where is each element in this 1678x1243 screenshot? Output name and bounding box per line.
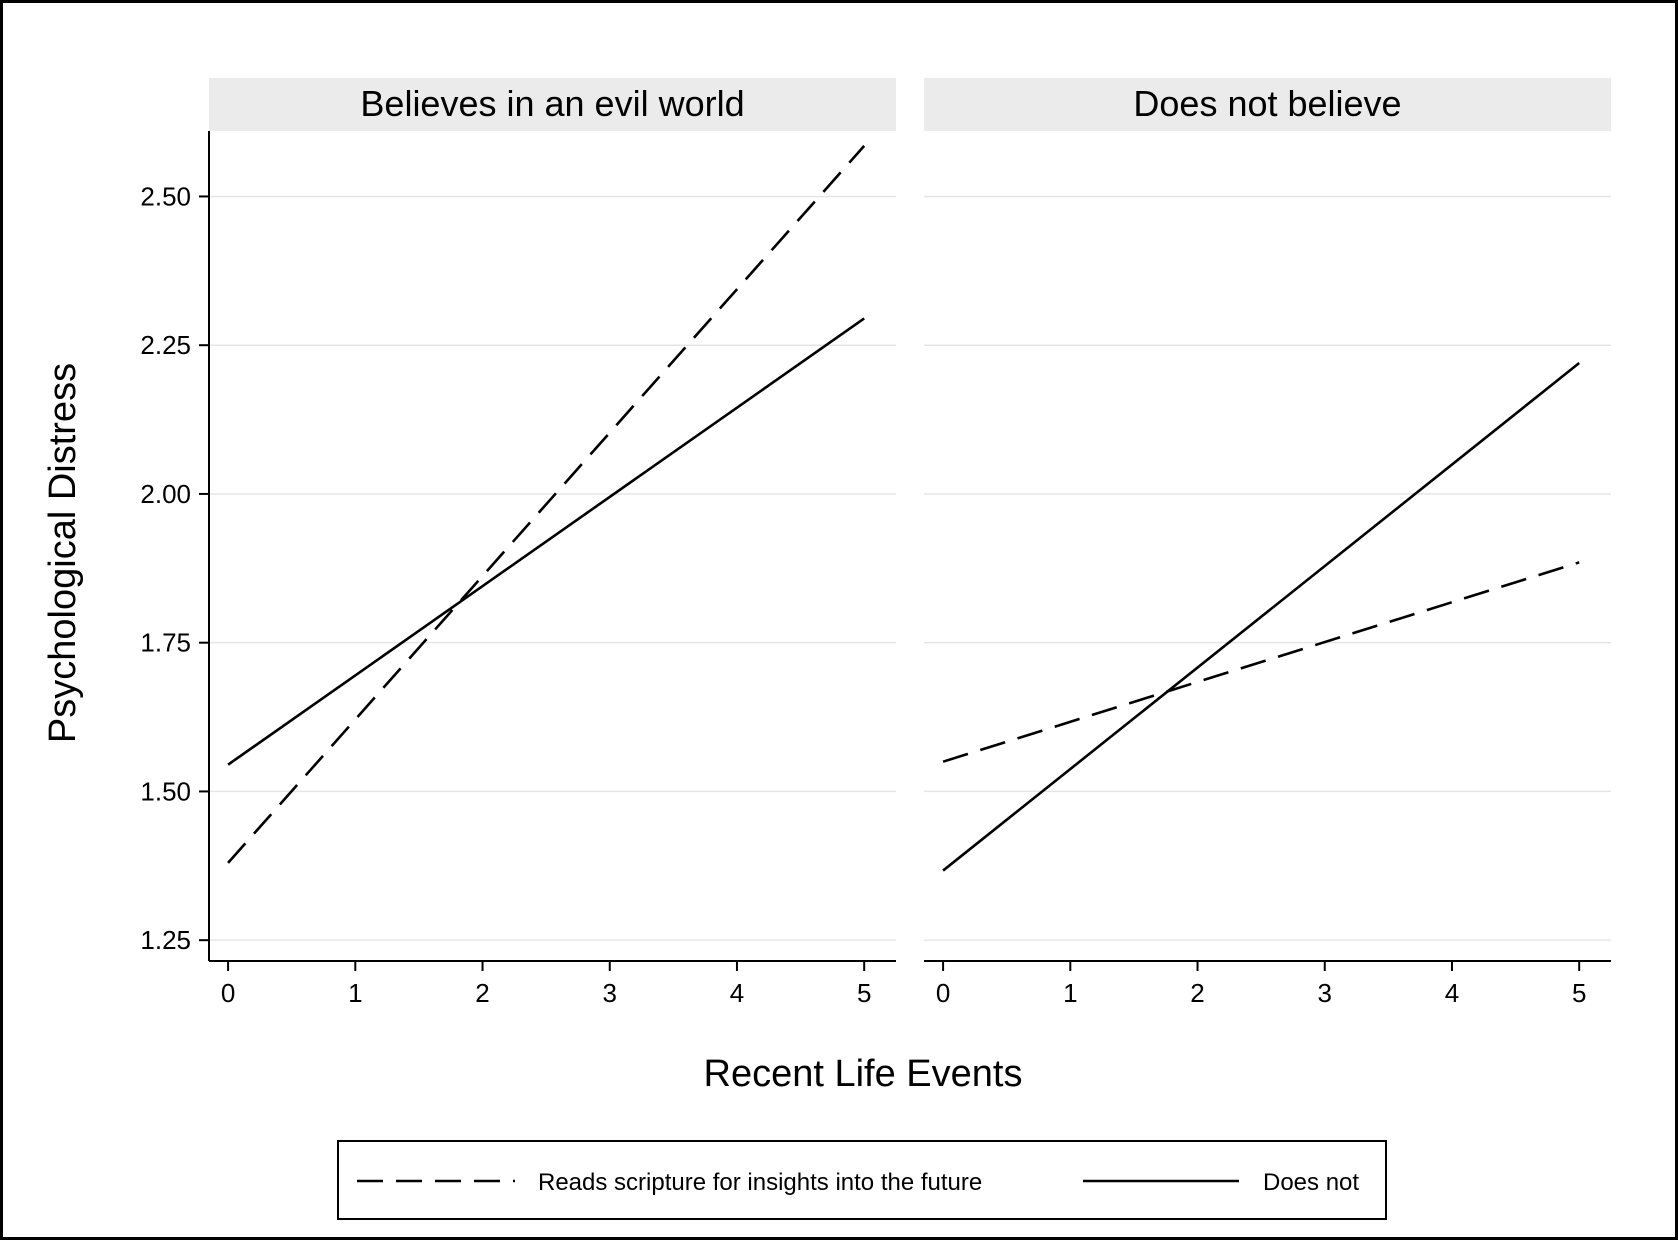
y-tick-label: 1.50 xyxy=(140,776,191,806)
x-axis-label: Recent Life Events xyxy=(704,1053,1023,1095)
x-tick-label: 1 xyxy=(1063,978,1077,1008)
series-line-does-not xyxy=(227,317,865,766)
panel-1: Believes in an evil world 0 1 2 3 4 5 1.25 1.50 1… xyxy=(140,78,896,1008)
x-tick-label: 5 xyxy=(857,978,871,1008)
panel-2: Does not believe 0 1 2 3 4 5 xyxy=(924,78,1611,1008)
x-tick-label: 2 xyxy=(475,978,489,1008)
legend: Reads scripture for insights into the fu… xyxy=(337,1140,1387,1220)
x-tick-label: 4 xyxy=(730,978,744,1008)
panel-title: Believes in an evil world xyxy=(360,83,744,124)
panel-title: Does not believe xyxy=(1133,83,1401,124)
faceted-line-chart: Believes in an evil world 0 1 2 3 4 5 1.25 1.50 1… xyxy=(42,78,1611,1220)
panel-strip xyxy=(924,78,1611,131)
y-tick-label: 1.25 xyxy=(140,925,191,955)
y-axis-label: Psychological Distress xyxy=(42,363,84,743)
panel-strip xyxy=(209,78,896,131)
series-line-reads xyxy=(227,145,866,864)
y-tick-label: 2.25 xyxy=(140,330,191,360)
y-tick-label: 2.00 xyxy=(140,479,191,509)
y-tick-label: 2.50 xyxy=(140,181,191,211)
x-tick-label: 1 xyxy=(348,978,362,1008)
x-tick-label: 2 xyxy=(1190,978,1204,1008)
y-tick-label: 1.75 xyxy=(140,628,191,658)
x-tick-label: 3 xyxy=(603,978,617,1008)
x-tick-label: 0 xyxy=(936,978,950,1008)
x-tick-label: 3 xyxy=(1318,978,1332,1008)
legend-label-reads: Reads scripture for insights into the fu… xyxy=(538,1169,982,1196)
series-line-reads xyxy=(942,561,1580,763)
x-tick-label: 5 xyxy=(1572,978,1586,1008)
series-line-does-not xyxy=(942,362,1581,872)
x-tick-label: 0 xyxy=(221,978,235,1008)
legend-label-does-not: Does not xyxy=(1263,1169,1359,1196)
x-tick-label: 4 xyxy=(1445,978,1459,1008)
panels: Believes in an evil world 0 1 2 3 4 5 1.25 1.50 1… xyxy=(140,78,1611,1008)
